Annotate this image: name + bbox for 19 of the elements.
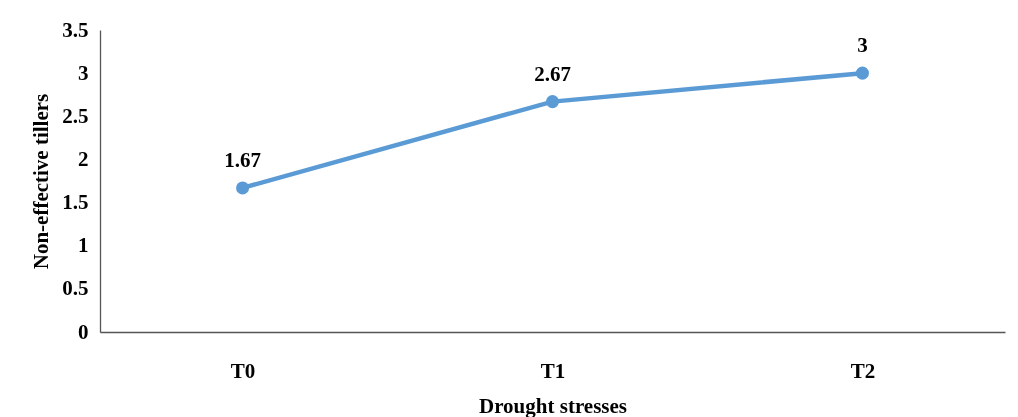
data-label: 3 [857,33,868,58]
y-tick-label: 1.5 [62,190,89,215]
x-tick-label: T2 [850,358,876,383]
point [236,181,250,195]
point [855,66,869,80]
y-tick-label: 1 [78,233,89,258]
y-tick-label: 2 [78,146,89,171]
y-tick-label: 3 [78,60,89,85]
x-tick-label: T1 [540,358,566,383]
y-tick-label: 2.5 [62,103,89,128]
data-label: 1.67 [224,147,261,172]
point [545,95,560,109]
y-axis-title: Non-effective tillers [29,93,54,270]
y-tick-label: 0.5 [62,276,89,301]
x-axis-title: Drought stresses [479,393,627,417]
y-tick-label: 0 [78,319,89,344]
x-tick-label: T0 [230,358,256,383]
y-tick-label: 3.5 [62,17,89,42]
data-label: 2.67 [534,61,571,86]
